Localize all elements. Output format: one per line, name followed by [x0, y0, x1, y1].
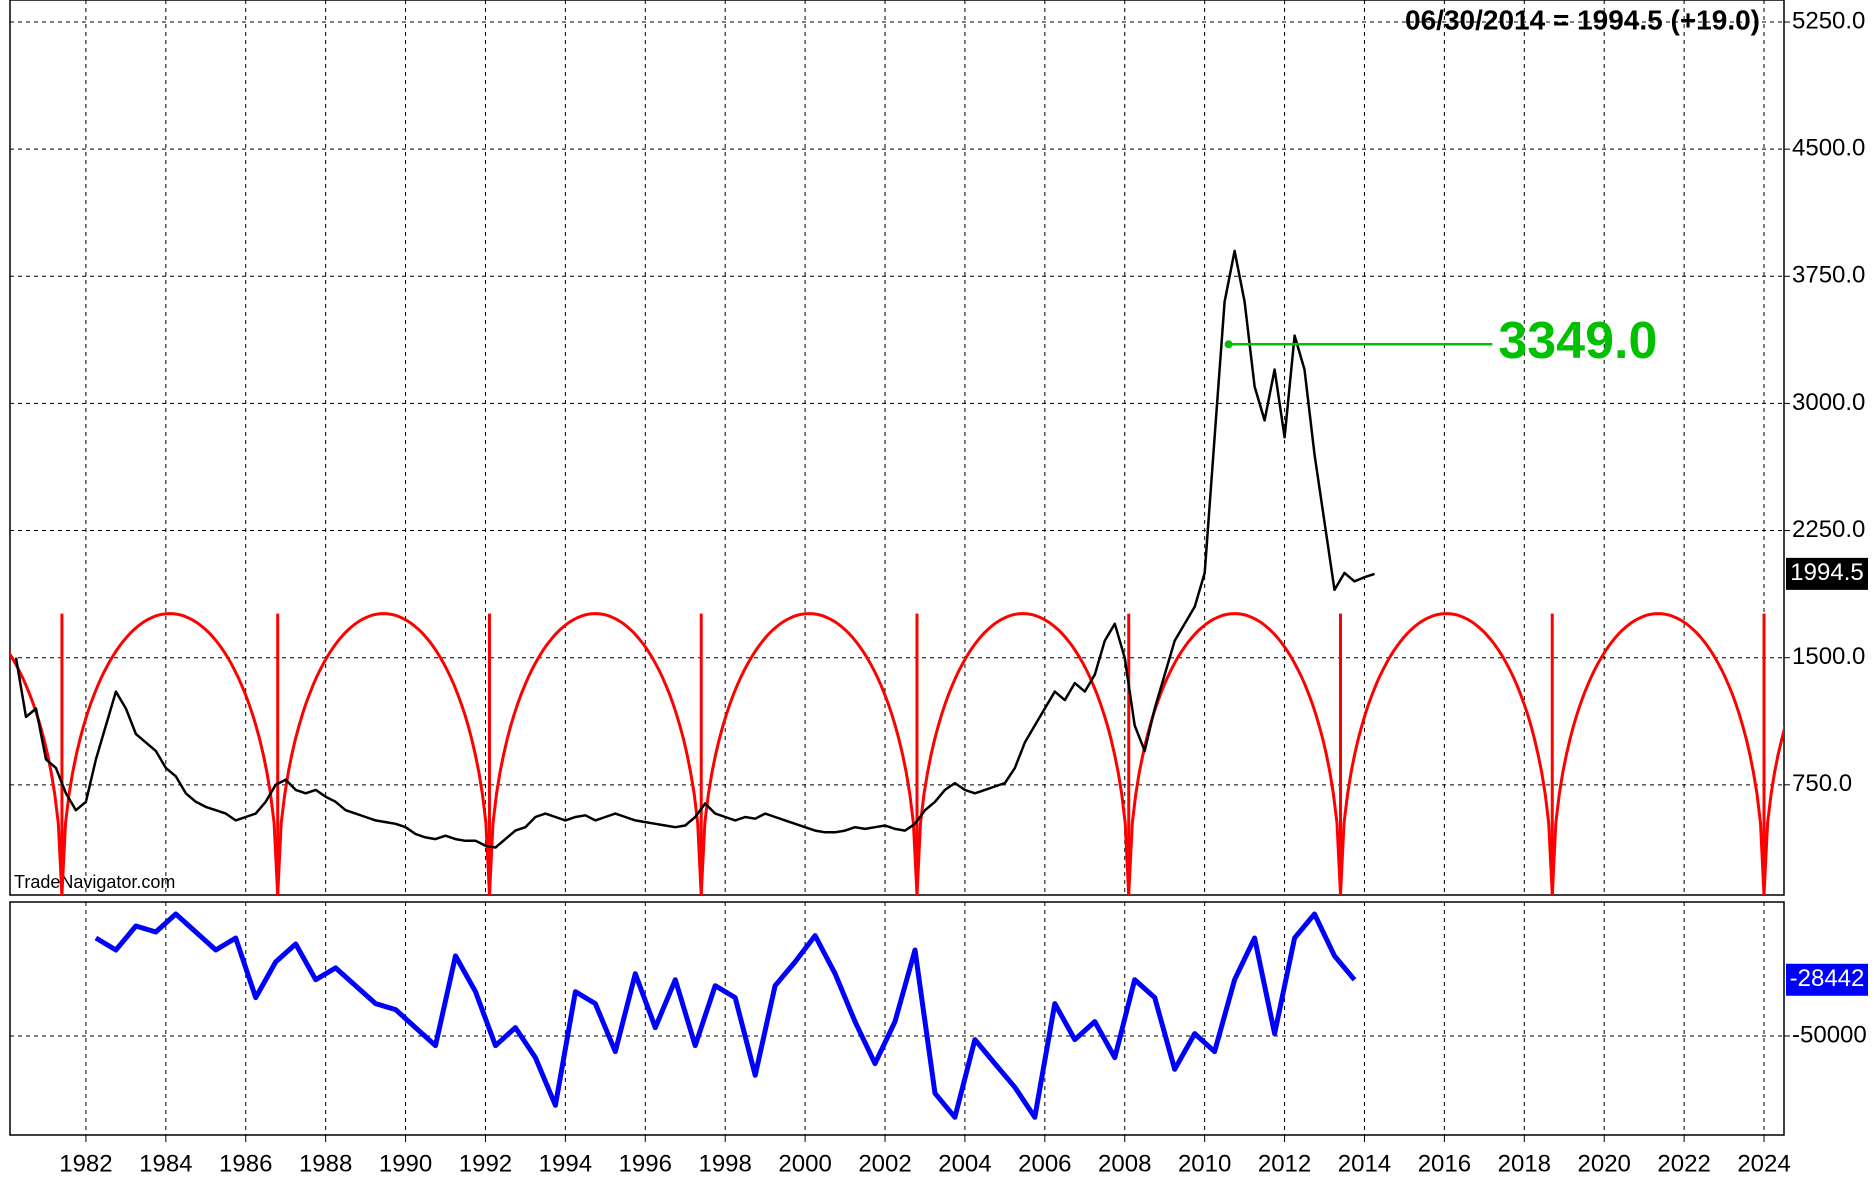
y-tick-label: 2250.0 — [1792, 516, 1865, 543]
header: 06/30/2014 = 1994.5 (+19.0) — [1405, 4, 1760, 35]
x-tick-label: 2016 — [1418, 1150, 1471, 1177]
cycle-arc — [276, 612, 491, 895]
x-tick-label: 2020 — [1578, 1150, 1631, 1177]
cycle-group — [10, 612, 1784, 895]
x-tick-label: 2014 — [1338, 1150, 1391, 1177]
x-tick-label: 1984 — [139, 1150, 192, 1177]
cycle-arc — [1550, 612, 1766, 895]
last-value-box — [1786, 963, 1868, 996]
x-tick-label: 2012 — [1258, 1150, 1311, 1177]
cycle-arc — [488, 612, 703, 895]
x-tick-label: 2008 — [1098, 1150, 1151, 1177]
y-tick-label: 4500.0 — [1792, 135, 1865, 162]
x-tick-label: 2024 — [1737, 1150, 1790, 1177]
x-tick-label: 2018 — [1498, 1150, 1551, 1177]
last-value-label: 1994.5 — [1790, 559, 1863, 586]
x-tick-label: 2006 — [1018, 1150, 1071, 1177]
y-tick-label: 750.0 — [1792, 770, 1852, 797]
last-value-label: -28442 — [1790, 965, 1865, 992]
level-label: 3349.0 — [1498, 312, 1657, 370]
y-tick-label: 3000.0 — [1792, 389, 1865, 416]
cycle-arc — [10, 651, 64, 895]
cycle-arc — [1339, 612, 1554, 895]
x-tick-label: 1988 — [299, 1150, 352, 1177]
plot-area — [9, 0, 1785, 896]
y-tick-label: 5250.0 — [1792, 7, 1865, 34]
x-tick-label: 1990 — [379, 1150, 432, 1177]
x-tick-label: 2010 — [1178, 1150, 1231, 1177]
watermark: TradeNavigator.com — [14, 872, 175, 892]
cycle-arc — [60, 612, 280, 895]
cycle-arc — [1127, 612, 1342, 895]
series-group — [94, 911, 1357, 1120]
x-tick-label: 1998 — [698, 1150, 751, 1177]
series-line — [14, 249, 1375, 849]
x-tick-label: 2002 — [858, 1150, 911, 1177]
last-value-box — [1786, 557, 1868, 590]
x-tick-label: 1996 — [619, 1150, 672, 1177]
x-tick-label: 1992 — [459, 1150, 512, 1177]
x-tick-label: 1982 — [59, 1150, 112, 1177]
x-tick-label: 1994 — [539, 1150, 592, 1177]
level-point — [1224, 340, 1233, 349]
series-group — [14, 249, 1375, 849]
x-tick-label: 2000 — [778, 1150, 831, 1177]
x-tick-label: 2004 — [938, 1150, 991, 1177]
series-line — [94, 911, 1357, 1120]
x-tick-label: 2022 — [1657, 1150, 1710, 1177]
x-tick-label: 1986 — [219, 1150, 272, 1177]
cycle-arc — [699, 612, 919, 895]
y-tick-label: -50000 — [1792, 1021, 1867, 1048]
plot-area — [9, 901, 1785, 1136]
y-tick-label: 1500.0 — [1792, 643, 1865, 670]
cycle-arc — [915, 612, 1131, 895]
y-tick-label: 3750.0 — [1792, 262, 1865, 289]
